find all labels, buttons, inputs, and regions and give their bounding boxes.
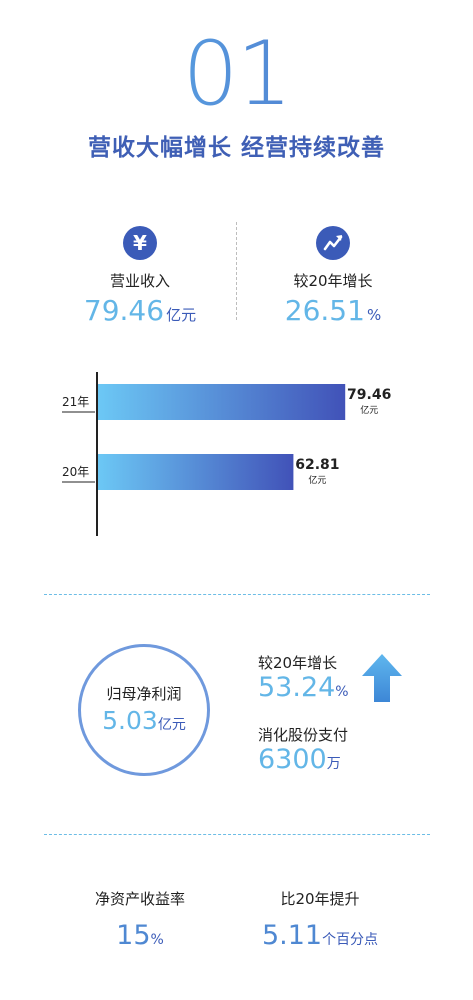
roe-unit: % — [150, 932, 164, 948]
share-payment-value: 6300万 — [258, 745, 348, 779]
page-title: 营收大幅增长 经营持续改善 — [87, 135, 385, 161]
value-unit-0: 亿元 — [360, 404, 378, 416]
kpi-divider — [236, 222, 237, 320]
profit-growth-unit: % — [335, 684, 349, 700]
roe-value: 15% — [40, 921, 240, 955]
divider-top — [44, 594, 430, 595]
profit-label: 归母净利润 — [106, 685, 182, 703]
kpi-growth: 较20年增长 26.51% — [233, 226, 433, 331]
roe-change-label: 比20年提升 — [280, 890, 360, 908]
roe-change-value: 5.11个百分点 — [220, 921, 420, 955]
yen-icon: ¥ — [123, 226, 157, 260]
value-label-0: 79.46 — [347, 387, 391, 403]
roe-change-unit: 个百分点 — [322, 932, 379, 948]
section-number: 01 — [0, 28, 473, 120]
kpi-growth-unit: % — [366, 306, 382, 324]
profit-number: 5.03 — [102, 706, 158, 735]
growth-chart-icon — [316, 226, 350, 260]
profit-growth-number: 53.24 — [258, 672, 336, 703]
profit-growth: 较20年增长 53.24% — [258, 652, 349, 707]
profit-growth-value: 53.24% — [258, 673, 349, 707]
kpi-growth-label: 较20年增长 — [293, 272, 373, 290]
share-payment: 消化股份支付 6300万 — [258, 724, 348, 779]
roe-label: 净资产收益率 — [94, 890, 185, 908]
category-label-1: 20年 — [62, 465, 89, 479]
profit-unit: 亿元 — [157, 717, 186, 733]
roe-change: 比20年提升 5.11个百分点 — [220, 888, 420, 955]
kpi-revenue-value: 79.46 亿元 — [40, 295, 240, 331]
kpi-revenue: ¥ 营业收入 79.46 亿元 — [40, 226, 240, 331]
roe-change-number: 5.11 — [261, 920, 323, 951]
roe-number: 15 — [116, 920, 151, 951]
profit-circle: 归母净利润 5.03亿元 — [78, 644, 210, 776]
bar-1 — [98, 454, 294, 490]
kpi-growth-number: 26.51 — [284, 294, 365, 327]
share-payment-label: 消化股份支付 — [258, 726, 349, 744]
kpi-revenue-label: 营业收入 — [109, 272, 170, 290]
roe: 净资产收益率 15% — [40, 888, 240, 955]
up-arrow-icon — [362, 654, 402, 702]
category-label-0: 21年 — [62, 395, 89, 409]
value-label-1: 62.81 — [295, 457, 339, 473]
bar-0 — [98, 384, 346, 420]
profit-value: 5.03亿元 — [81, 706, 207, 735]
value-unit-1: 亿元 — [308, 474, 326, 486]
share-payment-number: 6300 — [258, 744, 327, 775]
kpi-revenue-unit: 亿元 — [166, 306, 197, 324]
kpi-growth-value: 26.51% — [233, 295, 433, 331]
kpi-revenue-number: 79.46 — [83, 294, 165, 327]
divider-bottom — [44, 834, 430, 835]
profit-growth-label: 较20年增长 — [258, 654, 338, 672]
share-payment-unit: 万 — [326, 756, 341, 772]
